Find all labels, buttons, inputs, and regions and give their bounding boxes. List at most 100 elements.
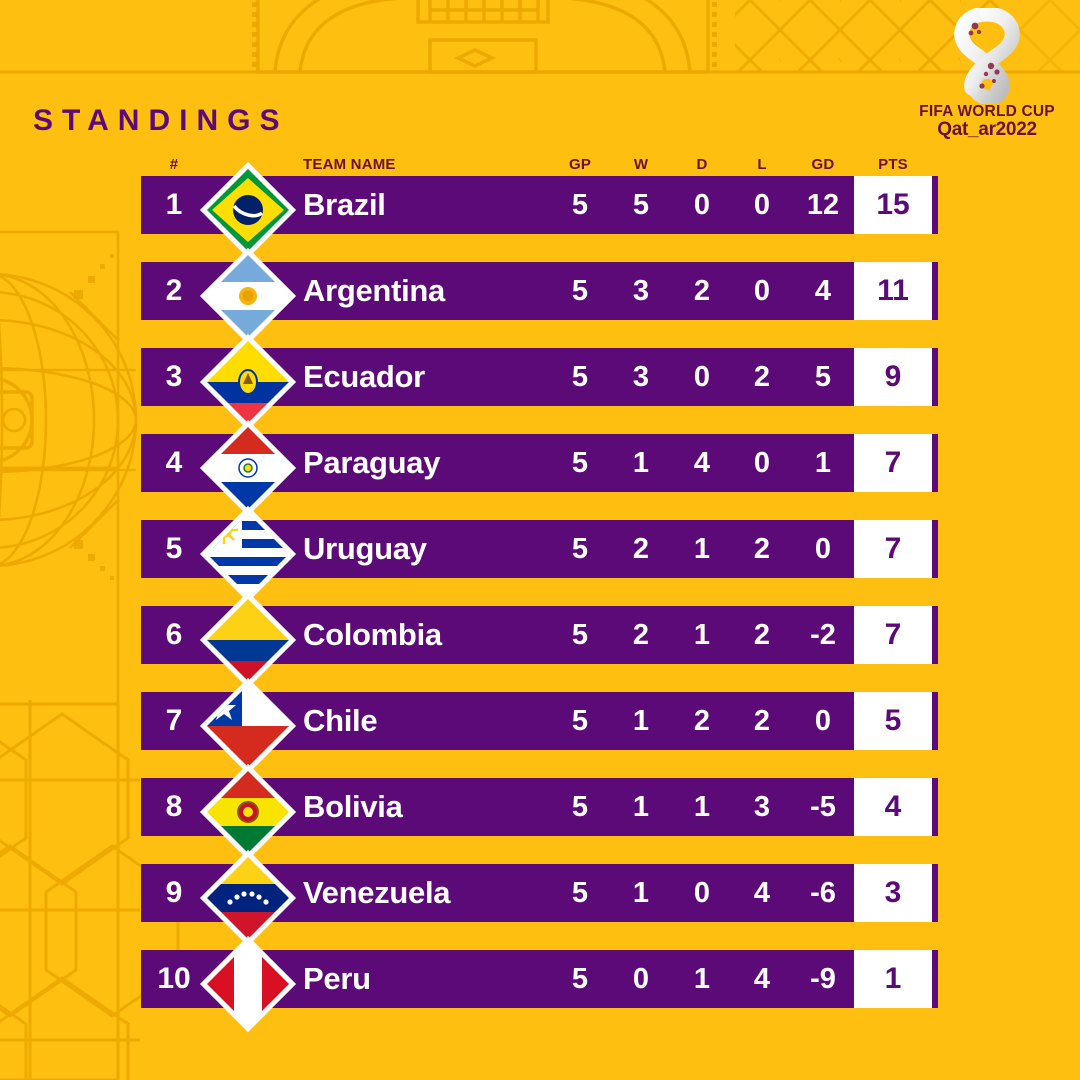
- colombia-flag-icon: [199, 591, 297, 689]
- row-gp: 5: [571, 446, 589, 479]
- fifa-world-cup-logo: FIFA WORLD CUP Qat_ar2022: [912, 8, 1062, 148]
- row-rank: 9: [165, 876, 183, 909]
- table-row[interactable]: 1 Brazil 5 5 0 0 12 15: [141, 161, 938, 259]
- table-row[interactable]: 2 Argentina 5 3 2 0 4 11: [141, 247, 938, 345]
- row-team-name: Paraguay: [303, 445, 441, 480]
- row-l: 4: [753, 876, 771, 909]
- row-d: 1: [693, 618, 711, 651]
- logo-line-2: Qat_ar2022: [937, 119, 1037, 141]
- bolivia-flag-icon: [199, 763, 297, 861]
- row-rank: 5: [165, 532, 183, 565]
- row-rank: 2: [165, 274, 183, 307]
- row-gd: -9: [810, 962, 836, 995]
- row-team-name: Peru: [303, 961, 371, 996]
- row-d: 1: [693, 790, 711, 823]
- row-gd: -6: [810, 876, 836, 909]
- row-team-name: Uruguay: [303, 531, 427, 566]
- row-gp: 5: [571, 532, 589, 565]
- peru-flag-icon: [199, 935, 297, 1033]
- paraguay-flag-icon: [199, 419, 297, 517]
- row-gd: 0: [814, 532, 832, 565]
- row-pts: 7: [854, 520, 932, 578]
- header-gp: GP: [568, 155, 592, 173]
- row-rank: 3: [165, 360, 183, 393]
- row-w: 1: [632, 790, 650, 823]
- table-row[interactable]: 10 Peru 5 0 1 4 -9 1: [141, 935, 938, 1033]
- row-rank: 4: [165, 446, 183, 479]
- table-row[interactable]: 9 Venezuela 5 1 0 4 -6 3: [141, 849, 938, 947]
- header-l: L: [757, 155, 767, 173]
- row-team-name: Bolivia: [303, 789, 403, 824]
- chile-flag-icon: [199, 677, 297, 775]
- row-d: 4: [693, 446, 711, 479]
- row-l: 0: [753, 446, 771, 479]
- row-d: 0: [693, 360, 711, 393]
- row-l: 2: [753, 532, 771, 565]
- row-l: 4: [753, 962, 771, 995]
- row-rank: 6: [165, 618, 183, 651]
- row-team-name: Venezuela: [303, 875, 451, 910]
- row-pts: 5: [854, 692, 932, 750]
- row-l: 2: [753, 704, 771, 737]
- table-row[interactable]: 4 Paraguay 5 1 4 0 1 7: [141, 419, 938, 517]
- row-gd: 5: [814, 360, 832, 393]
- row-rank: 1: [165, 188, 183, 221]
- row-d: 2: [693, 274, 711, 307]
- standings-table: # TEAM NAME GP W D L GD PTS 1 Brazil 5 5 0 0 1…: [141, 152, 938, 1036]
- row-l: 2: [753, 360, 771, 393]
- qatar-2022-emblem-icon: [954, 8, 1020, 104]
- table-row[interactable]: 8 Bolivia 5 1 1 3 -5 4: [141, 763, 938, 861]
- header-w: W: [633, 155, 649, 173]
- row-w: 1: [632, 446, 650, 479]
- row-d: 0: [693, 876, 711, 909]
- row-gd: 4: [814, 274, 832, 307]
- row-pts: 7: [854, 434, 932, 492]
- uruguay-flag-icon: [199, 505, 297, 603]
- row-team-name: Brazil: [303, 187, 386, 222]
- row-l: 0: [753, 188, 771, 221]
- row-gd: 12: [806, 188, 840, 221]
- row-gp: 5: [571, 618, 589, 651]
- table-rows: 1 Brazil 5 5 0 0 12 15 2 Argentina 5 3 2 0 4 11 3 Ecuador…: [141, 161, 938, 1033]
- row-pts: 3: [854, 864, 932, 922]
- row-w: 1: [632, 876, 650, 909]
- row-gp: 5: [571, 876, 589, 909]
- row-gp: 5: [571, 360, 589, 393]
- table-header-row: # TEAM NAME GP W D L GD PTS: [141, 152, 938, 176]
- row-d: 1: [693, 962, 711, 995]
- row-pts: 15: [854, 176, 932, 234]
- header-rank: #: [169, 155, 179, 173]
- table-row[interactable]: 5 Uruguay 5 2 1 2 0 7: [141, 505, 938, 603]
- header-pts: PTS: [878, 155, 908, 173]
- row-w: 0: [632, 962, 650, 995]
- row-w: 5: [632, 188, 650, 221]
- row-gp: 5: [571, 704, 589, 737]
- row-gp: 5: [571, 790, 589, 823]
- table-row[interactable]: 6 Colombia 5 2 1 2 -2 7: [141, 591, 938, 689]
- row-team-name: Chile: [303, 703, 378, 738]
- row-team-name: Colombia: [303, 617, 442, 652]
- row-d: 2: [693, 704, 711, 737]
- row-d: 1: [693, 532, 711, 565]
- header-d: D: [696, 155, 708, 173]
- row-l: 2: [753, 618, 771, 651]
- row-gd: 1: [814, 446, 832, 479]
- row-rank: 7: [165, 704, 183, 737]
- row-w: 3: [632, 274, 650, 307]
- row-w: 2: [632, 532, 650, 565]
- row-gd: 0: [814, 704, 832, 737]
- row-l: 0: [753, 274, 771, 307]
- header-gd: GD: [811, 155, 835, 173]
- row-pts: 7: [854, 606, 932, 664]
- table-row[interactable]: 3 Ecuador 5 3 0 2 5 9: [141, 333, 938, 431]
- table-row[interactable]: 7 Chile 5 1 2 2 0 5: [141, 677, 938, 775]
- ecuador-flag-icon: [199, 333, 297, 431]
- row-pts: 11: [854, 262, 932, 320]
- logo-line-1: FIFA WORLD CUP: [919, 103, 1055, 120]
- row-w: 2: [632, 618, 650, 651]
- header-team-name: TEAM NAME: [303, 155, 396, 173]
- row-gd: -2: [810, 618, 836, 651]
- row-team-name: Ecuador: [303, 359, 425, 394]
- brazil-flag-icon: [199, 161, 297, 259]
- row-w: 3: [632, 360, 650, 393]
